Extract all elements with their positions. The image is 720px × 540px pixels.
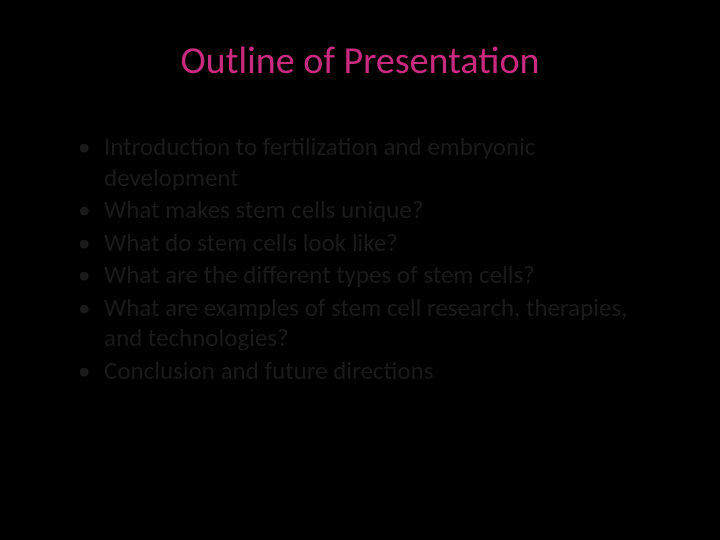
list-item: Introduction to fertilization and embryo… (78, 132, 670, 193)
list-item: Conclusion and future directions (78, 356, 670, 387)
list-item: What do stem cells look like? (78, 228, 670, 259)
list-item: What are examples of stem cell research,… (78, 293, 670, 354)
slide-title: Outline of Presentation (50, 38, 670, 84)
list-item: What makes stem cells unique? (78, 195, 670, 226)
slide-container: Outline of Presentation Introduction to … (0, 0, 720, 540)
bullet-list: Introduction to fertilization and embryo… (50, 132, 670, 386)
list-item: What are the different types of stem cel… (78, 260, 670, 291)
